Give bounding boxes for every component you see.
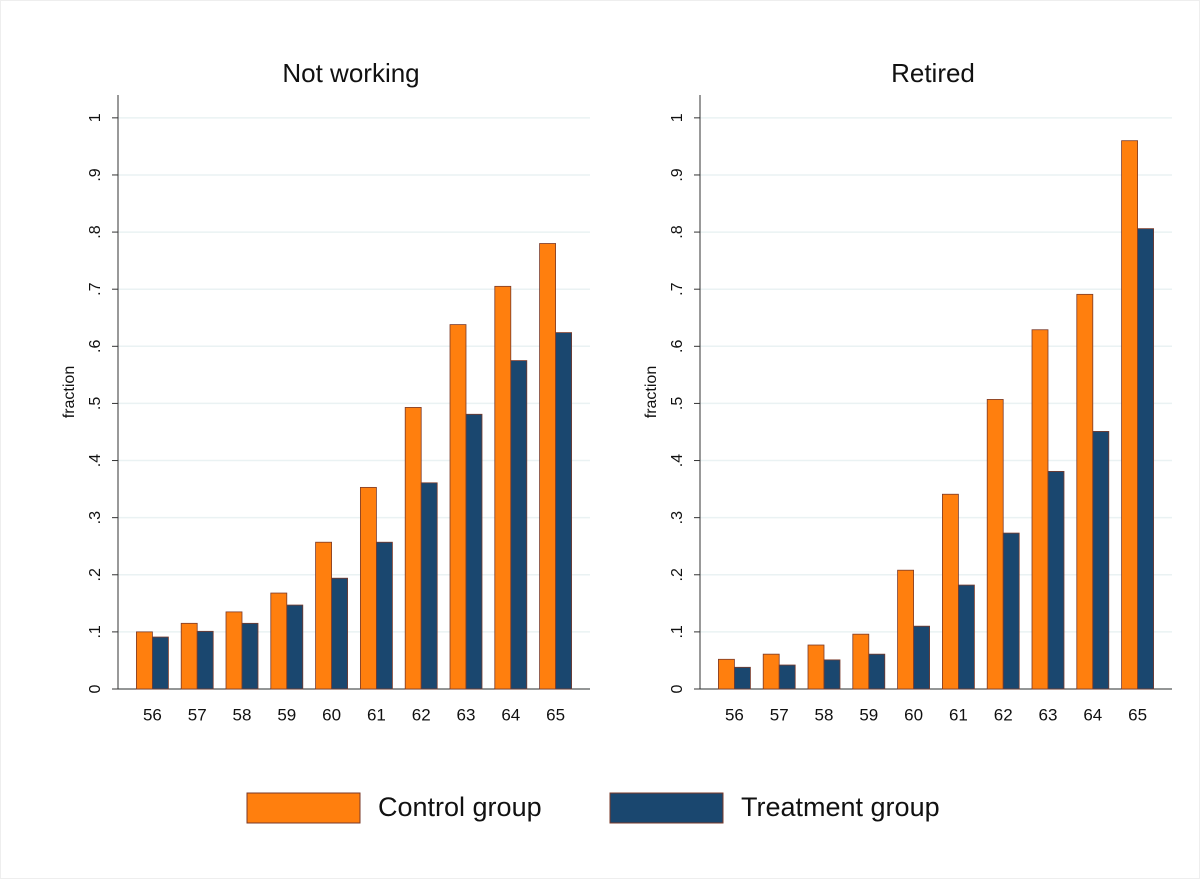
bar	[135, 631, 153, 690]
x-tick-label: 64	[501, 705, 520, 724]
bar	[404, 407, 422, 690]
y-tick-label: .1	[669, 625, 686, 638]
bar	[555, 332, 572, 690]
y-axis-label: fraction	[61, 366, 78, 418]
legend-label: Control group	[378, 792, 542, 822]
bar	[151, 636, 169, 690]
bar	[1121, 140, 1138, 690]
bar	[868, 653, 886, 690]
bar	[196, 630, 214, 690]
bar	[331, 577, 349, 690]
bar	[539, 243, 556, 690]
bar	[315, 541, 333, 690]
x-tick-label: 56	[143, 705, 162, 724]
y-tick-label: .2	[669, 568, 686, 581]
y-axis-label: fraction	[643, 366, 660, 418]
bar	[375, 541, 393, 690]
y-tick-label: .3	[87, 511, 104, 524]
x-tick-label: 60	[904, 705, 923, 724]
y-tick-label: .1	[87, 625, 104, 638]
bar	[225, 611, 243, 690]
x-tick-label: 63	[1039, 705, 1058, 724]
x-tick-label: 64	[1083, 705, 1102, 724]
x-tick-label: 61	[367, 705, 386, 724]
y-tick-label: .8	[669, 225, 686, 238]
bar	[823, 659, 841, 690]
y-tick-label: .9	[87, 168, 104, 181]
bar	[942, 493, 959, 690]
x-tick-label: 63	[457, 705, 476, 724]
bar	[1076, 293, 1094, 690]
y-tick-label: .4	[669, 454, 686, 467]
x-tick-label: 62	[412, 705, 431, 724]
x-tick-label: 57	[770, 705, 789, 724]
bar	[286, 604, 304, 690]
bar	[494, 285, 512, 690]
x-tick-label: 61	[949, 705, 968, 724]
y-tick-label: 1	[87, 113, 104, 122]
y-tick-label: 1	[669, 113, 686, 122]
bar	[913, 625, 930, 690]
y-tick-label: .7	[669, 282, 686, 295]
bar	[807, 644, 825, 690]
y-tick-label: .9	[669, 168, 686, 181]
bar	[958, 584, 975, 690]
y-tick-label: .3	[669, 511, 686, 524]
y-tick-label: .8	[87, 225, 104, 238]
x-tick-label: 59	[859, 705, 878, 724]
x-tick-label: 59	[277, 705, 296, 724]
bar	[852, 633, 870, 690]
bar	[420, 482, 438, 690]
bar	[1137, 228, 1154, 690]
bar	[180, 622, 198, 690]
legend-swatch	[246, 792, 361, 824]
y-tick-label: .6	[87, 340, 104, 353]
y-tick-label: .4	[87, 454, 104, 467]
bar	[1002, 532, 1020, 690]
bar	[449, 324, 467, 690]
chart-title: Not working	[282, 58, 419, 88]
x-tick-label: 65	[546, 705, 565, 724]
bar	[897, 569, 914, 690]
y-tick-label: 0	[669, 684, 686, 693]
chart-title: Retired	[891, 58, 975, 88]
bar	[270, 592, 288, 690]
bar	[986, 399, 1004, 690]
bar	[762, 653, 780, 690]
y-tick-label: .5	[87, 397, 104, 410]
bar	[718, 658, 735, 690]
x-tick-label: 65	[1128, 705, 1147, 724]
bar	[359, 486, 377, 690]
y-tick-label: .6	[669, 340, 686, 353]
y-tick-label: 0	[87, 684, 104, 693]
bar	[1031, 329, 1049, 690]
bar	[465, 413, 483, 690]
y-tick-label: .2	[87, 568, 104, 581]
bar	[734, 666, 751, 690]
x-tick-label: 58	[233, 705, 252, 724]
y-tick-label: .7	[87, 282, 104, 295]
x-tick-label: 60	[322, 705, 341, 724]
bar	[510, 360, 528, 690]
legend-swatch	[609, 792, 724, 824]
bar	[778, 664, 796, 690]
bar	[241, 622, 259, 690]
y-tick-label: .5	[669, 397, 686, 410]
legend-label: Treatment group	[741, 792, 940, 822]
x-tick-label: 58	[815, 705, 834, 724]
bar	[1092, 431, 1110, 690]
x-tick-label: 57	[188, 705, 207, 724]
x-tick-label: 56	[725, 705, 744, 724]
bar	[1047, 470, 1065, 690]
x-tick-label: 62	[994, 705, 1013, 724]
